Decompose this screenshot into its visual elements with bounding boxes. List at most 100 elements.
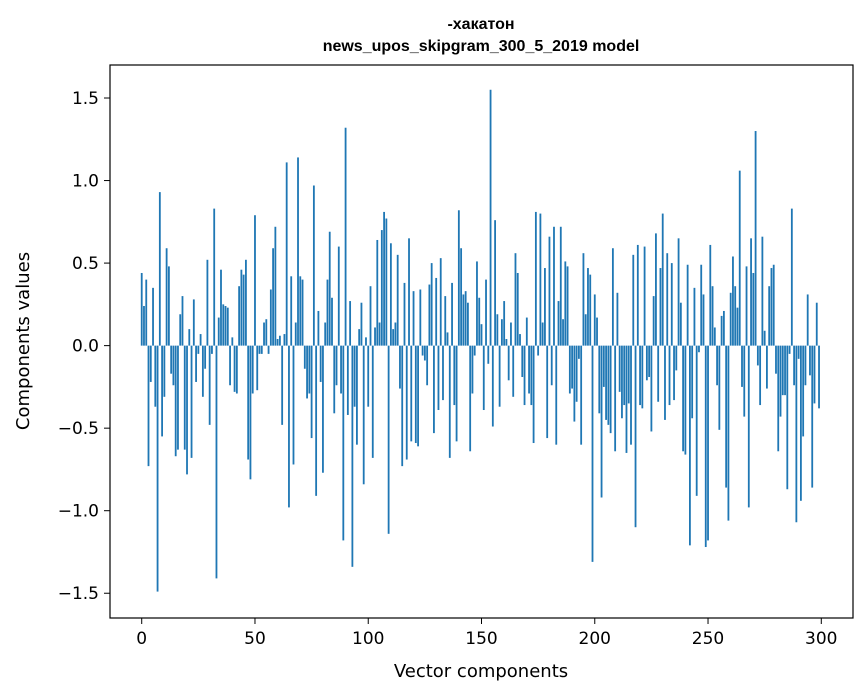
chart-subtitle: news_upos_skipgram_300_5_2019 model: [323, 38, 640, 55]
bar-component-128: [430, 263, 433, 346]
bar-component-280: [775, 345, 777, 374]
bar-component-87: [337, 246, 340, 346]
bar-component-135: [446, 332, 449, 346]
x-axis: 0 50 100 150 200 250 300: [136, 618, 838, 649]
bar-component-184: [557, 301, 560, 346]
bar-component-66: [290, 276, 293, 346]
bar-component-263: [736, 307, 739, 346]
bar-component-147: [473, 345, 476, 356]
bar-component-212: [621, 345, 623, 419]
bar-component-112: [394, 322, 397, 346]
bar-component-31: [211, 345, 213, 354]
bar-component-19: [183, 345, 186, 450]
bar-component-103: [374, 327, 376, 346]
bar-component-287: [790, 208, 793, 346]
bar-component-4: [149, 345, 152, 382]
bar-component-117: [405, 345, 408, 460]
bar-component-63: [283, 334, 286, 346]
x-axis-label: Vector components: [394, 661, 568, 682]
bar-component-125: [423, 345, 426, 361]
bar-component-149: [478, 297, 481, 346]
x-tick-label: 250: [692, 629, 724, 649]
bar-component-54: [263, 322, 265, 346]
bar-component-235: [673, 345, 675, 401]
bar-component-121: [414, 345, 417, 444]
bar-component-88: [340, 345, 342, 394]
bar-component-97: [360, 302, 363, 346]
bar-component-32: [213, 208, 216, 346]
bar-component-209: [614, 345, 617, 452]
x-tick-label: 300: [805, 629, 837, 649]
bar-component-266: [743, 345, 746, 417]
bar-component-36: [222, 304, 225, 346]
bar-component-183: [555, 345, 558, 445]
bar-component-203: [600, 345, 603, 498]
bar-component-132: [439, 258, 442, 346]
bar-component-154: [489, 89, 492, 346]
bar-component-199: [591, 345, 594, 562]
bar-component-284: [784, 345, 786, 396]
bar-component-253: [713, 327, 716, 346]
bar-component-180: [548, 236, 551, 346]
bar-component-223: [645, 345, 648, 381]
bar-component-289: [795, 345, 798, 523]
bar-component-191: [573, 345, 576, 422]
bar-component-93: [351, 345, 354, 567]
bar-component-254: [716, 345, 718, 386]
bar-component-116: [403, 282, 406, 346]
bar-component-15: [174, 345, 177, 457]
bar-component-1: [143, 306, 145, 346]
bar-component-79: [319, 345, 322, 382]
bar-component-244: [693, 287, 696, 346]
bar-component-241: [686, 264, 689, 346]
bar-component-80: [322, 345, 324, 473]
bar-component-190: [571, 345, 574, 389]
bar-component-12: [167, 266, 170, 346]
bar-component-140: [457, 210, 460, 346]
bar-component-268: [747, 345, 750, 508]
bar-component-248: [702, 294, 705, 346]
bars: [140, 89, 820, 592]
bar-component-139: [455, 345, 458, 442]
bar-component-196: [584, 314, 587, 346]
bar-component-206: [607, 345, 610, 425]
bar-component-127: [428, 284, 431, 346]
bar-component-131: [437, 345, 440, 411]
bar-component-33: [215, 345, 218, 579]
bar-component-278: [770, 268, 773, 346]
bar-component-181: [550, 345, 553, 386]
bar-component-145: [469, 345, 472, 452]
bar-component-55: [265, 319, 268, 346]
bar-component-205: [605, 345, 607, 420]
bar-component-273: [759, 345, 762, 406]
bar-component-234: [670, 263, 673, 346]
bar-component-21: [188, 329, 191, 346]
bar-component-68: [294, 322, 297, 346]
bar-component-11: [165, 248, 168, 346]
bar-component-274: [761, 236, 764, 346]
bar-component-46: [245, 259, 247, 346]
bar-component-239: [682, 345, 685, 452]
bar-component-220: [639, 345, 641, 406]
bar-component-34: [217, 317, 220, 346]
bar-component-168: [521, 345, 524, 377]
bar-component-292: [802, 345, 805, 437]
bar-component-44: [240, 269, 243, 346]
bar-component-189: [568, 345, 571, 394]
bar-component-164: [512, 345, 515, 397]
bar-component-296: [811, 345, 814, 488]
bar-component-40: [231, 337, 234, 346]
bar-component-18: [181, 296, 184, 346]
bar-component-222: [643, 246, 646, 346]
bar-component-73: [306, 345, 308, 399]
bar-component-170: [525, 317, 528, 346]
bar-component-5: [152, 287, 154, 346]
bar-component-171: [528, 345, 530, 394]
bar-component-179: [546, 345, 549, 439]
y-tick-label: 1.5: [72, 89, 99, 109]
bar-component-218: [634, 345, 637, 528]
bar-component-38: [226, 307, 229, 346]
bar-component-295: [809, 345, 811, 376]
bar-component-270: [752, 272, 755, 346]
bar-component-245: [695, 345, 698, 496]
